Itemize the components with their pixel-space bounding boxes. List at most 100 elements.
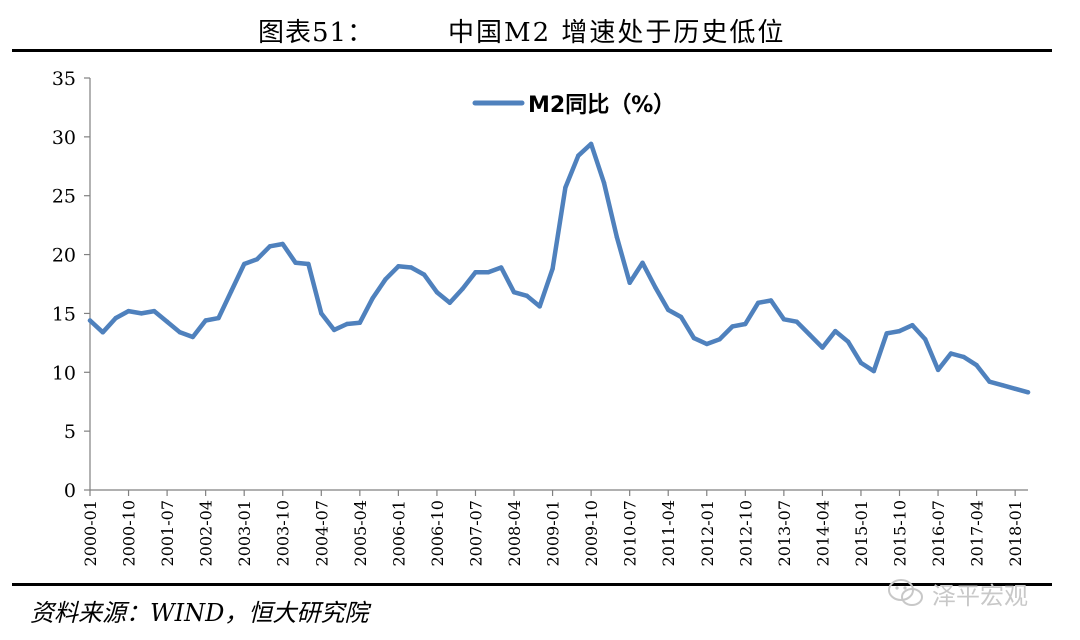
watermark-text: 泽平宏观 — [932, 581, 1028, 610]
data-point — [434, 290, 440, 295]
y-tick-label: 0 — [64, 480, 76, 502]
top-rule — [12, 49, 1052, 52]
data-point — [781, 317, 787, 322]
data-point — [254, 257, 260, 262]
data-point — [987, 379, 992, 384]
watermark: 泽平宏观 — [888, 576, 1028, 610]
x-tick-label: 2007-07 — [466, 500, 485, 566]
figure-label: 图表51： — [258, 18, 375, 48]
data-point — [678, 314, 684, 320]
x-tick-label: 2006-01 — [389, 500, 408, 566]
x-tick-label: 2000-01 — [81, 500, 100, 566]
data-point — [306, 261, 311, 267]
data-point — [730, 324, 735, 329]
data-point — [614, 234, 619, 240]
data-point — [319, 311, 324, 316]
x-tick-label: 2018-01 — [1006, 500, 1025, 566]
data-point — [331, 327, 337, 333]
legend: M2同比（%） — [472, 93, 675, 118]
data-point — [344, 321, 350, 327]
bottom-rule — [12, 583, 1052, 586]
figure-title: 中国M2 增速处于历史低位 — [448, 18, 786, 48]
x-tick-label: 2017-04 — [968, 500, 987, 566]
data-point — [756, 300, 761, 305]
data-point — [601, 180, 607, 185]
data-point — [820, 345, 825, 350]
data-point — [961, 354, 966, 360]
x-tick-label: 2009-01 — [544, 500, 563, 566]
data-point — [884, 331, 889, 336]
chart-title: 图表51： 中国M2 增速处于历史低位 — [0, 12, 1080, 48]
x-tick-label: 2001-07 — [158, 500, 177, 566]
data-point — [280, 241, 285, 247]
x-tick-label: 2008-04 — [505, 500, 524, 566]
legend-label: M2同比（%） — [528, 93, 675, 118]
x-tick-label: 2012-01 — [698, 500, 717, 566]
data-point — [1000, 383, 1005, 388]
data-point — [486, 270, 491, 275]
series-line-m2 — [87, 141, 1031, 395]
y-tick-label: 35 — [52, 68, 76, 90]
data-point — [743, 321, 748, 327]
data-point — [666, 307, 671, 313]
series-layer — [87, 141, 1031, 395]
x-tick-label: 2013-07 — [775, 500, 794, 566]
data-point — [164, 319, 170, 324]
x-tick-label: 2012-10 — [736, 500, 755, 566]
data-point — [845, 339, 851, 344]
x-tick-label: 2004-07 — [312, 500, 331, 566]
data-point — [923, 337, 928, 342]
y-tick-label: 5 — [64, 421, 76, 443]
data-point — [627, 280, 632, 285]
data-point — [1025, 390, 1031, 395]
data-point — [177, 330, 183, 335]
x-tick-label: 2003-01 — [235, 500, 254, 566]
data-point — [871, 368, 876, 374]
data-point — [203, 318, 208, 323]
data-point — [550, 266, 555, 271]
y-tick-label: 25 — [52, 186, 76, 208]
x-tick-label: 2002-04 — [197, 500, 216, 566]
data-point — [447, 300, 452, 305]
wechat-icon — [888, 579, 923, 606]
x-tick-label: 2000-10 — [120, 500, 139, 566]
data-point — [807, 332, 812, 337]
x-tick-label: 2011-04 — [659, 500, 678, 566]
data-point — [833, 328, 838, 334]
data-point — [113, 315, 118, 321]
y-tick-label: 30 — [52, 127, 76, 149]
data-point — [640, 260, 645, 265]
data-point — [897, 328, 902, 334]
data-point — [242, 261, 247, 267]
data-point — [858, 360, 864, 366]
data-point — [935, 367, 941, 373]
x-tick-label: 2006-10 — [428, 500, 447, 566]
data-point — [383, 277, 388, 282]
data-point — [293, 260, 298, 265]
data-point — [87, 318, 93, 323]
y-tick-label: 15 — [52, 303, 76, 325]
data-point — [653, 285, 658, 290]
data-point — [126, 308, 131, 314]
y-tick-label: 10 — [52, 362, 76, 384]
y-axis: 0 5 10 15 20 25 30 35 — [52, 68, 91, 502]
data-point — [499, 265, 504, 270]
data-point — [100, 330, 106, 335]
data-point — [704, 341, 709, 347]
data-point — [1013, 386, 1018, 391]
m2-line-chart: 0 5 10 15 20 25 30 35 2000-01 2000-10 2001-07 2002… — [52, 68, 1031, 566]
x-tick-label: 2009-10 — [582, 500, 601, 566]
data-point — [409, 265, 414, 270]
data-point — [267, 244, 273, 249]
data-point — [910, 323, 915, 328]
y-tick-label: 20 — [52, 245, 76, 267]
data-point — [511, 290, 517, 295]
x-axis: 2000-01 2000-10 2001-07 2002-04 2003-01 2003-… — [81, 489, 1028, 566]
data-point — [357, 320, 362, 325]
x-tick-label: 2005-04 — [351, 500, 370, 566]
x-tick-label: 2014-04 — [813, 500, 832, 566]
data-point — [460, 286, 465, 291]
data-point — [524, 293, 530, 298]
data-point — [768, 298, 774, 303]
source-note: 资料来源：WIND，恒大研究院 — [30, 599, 369, 627]
